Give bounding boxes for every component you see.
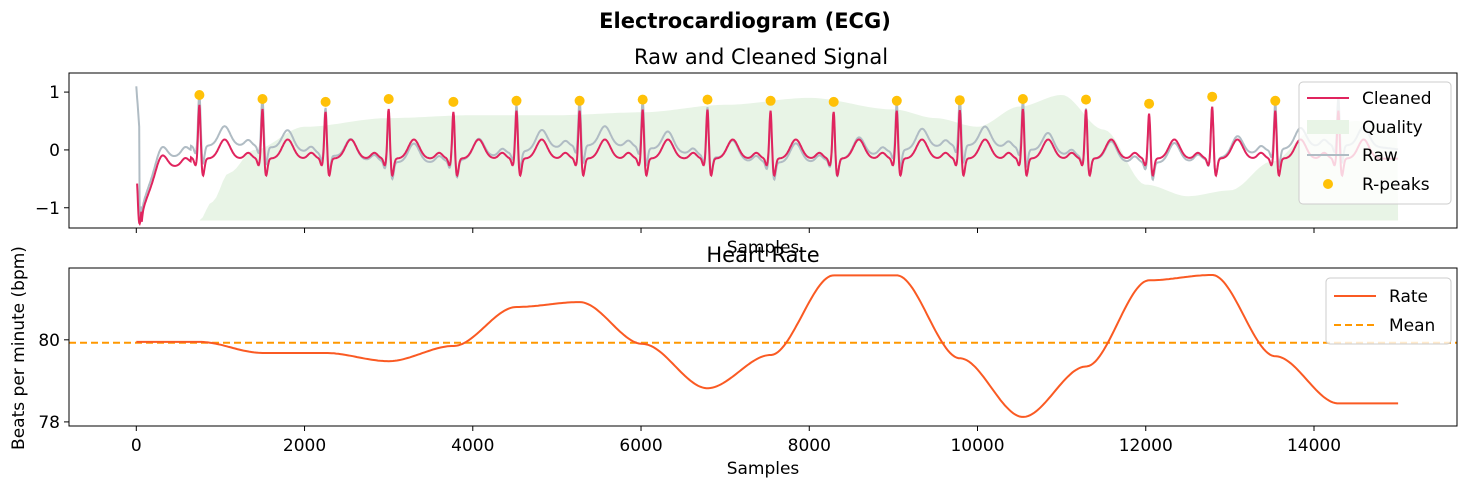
signal-ytick-label: −1 <box>35 199 60 219</box>
signal-xlabel: Samples <box>727 238 800 258</box>
rate-xtick-label: 12000 <box>1119 436 1173 456</box>
signal-panel-title: Raw and Cleaned Signal <box>634 45 888 69</box>
signal-panel: Raw and Cleaned Signal −1 0 1 Samples Clea… <box>35 45 1458 258</box>
legend-box <box>1298 81 1452 205</box>
signal-axes: −1 0 1 <box>35 72 1458 233</box>
rpeak-point <box>257 94 268 104</box>
signal-ytick-label: 1 <box>49 83 60 103</box>
rpeak-point <box>320 96 331 107</box>
legend-swatch-quality <box>1307 120 1349 134</box>
rate-ytick-label: 78 <box>38 413 60 433</box>
signal-legend-label: Quality <box>1362 118 1423 138</box>
rate-xtick-label: 0 <box>131 436 142 456</box>
legend-box <box>1325 277 1452 345</box>
rate-xtick-label: 4000 <box>451 436 494 456</box>
rate-line <box>136 274 1399 418</box>
cleaned-signal-path <box>136 104 1399 227</box>
cleaned-signal-line <box>136 104 1399 227</box>
figure-title: Electrocardiogram (ECG) <box>599 9 891 33</box>
rpeak-point <box>448 96 459 107</box>
rate-frame <box>68 267 1458 427</box>
rate-axes: 78 80 0 2000 4000 6000 8000 10000 12000 14000 <box>38 267 1458 456</box>
rate-xtick-label: 6000 <box>619 436 662 456</box>
rate-legend-label: Rate <box>1389 287 1428 307</box>
rpeak-point <box>1144 98 1155 109</box>
rate-xlabel: Samples <box>727 459 800 479</box>
rate-panel: Heart Rate 78 80 0 2000 4000 6000 8000 10000 120… <box>9 243 1458 479</box>
rate-xtick-label: 2000 <box>283 436 326 456</box>
rpeak-point <box>1270 95 1281 106</box>
rpeak-point <box>1207 91 1218 102</box>
signal-ytick-label: 0 <box>49 141 60 161</box>
rpeak-point <box>828 96 839 107</box>
quality-area-fill <box>199 95 1399 221</box>
rpeak-point <box>574 95 585 106</box>
rate-legend-label: Mean <box>1389 316 1435 336</box>
signal-legend-label: R-peaks <box>1362 175 1430 195</box>
legend-swatch-rpeaks <box>1323 179 1333 189</box>
signal-legend-label: Cleaned <box>1362 89 1432 109</box>
signal-legend: Cleaned Quality Raw R-peaks <box>1298 81 1452 205</box>
rate-xtick-label: 14000 <box>1287 436 1341 456</box>
rate-panel-title: Heart Rate <box>706 243 819 267</box>
rpeak-point <box>637 94 648 105</box>
rpeak-point <box>383 94 394 104</box>
rate-ytick-label: 80 <box>38 331 60 351</box>
rate-path <box>136 274 1399 418</box>
rpeak-point <box>954 95 965 106</box>
rpeak-point <box>1017 94 1028 104</box>
rpeak-point <box>194 90 205 100</box>
rpeak-point <box>891 95 902 106</box>
rpeak-point <box>765 95 776 106</box>
signal-frame <box>68 72 1458 229</box>
rpeak-markers <box>194 90 1281 109</box>
rpeak-point <box>702 94 713 105</box>
quality-area <box>199 95 1399 221</box>
rate-xtick-label: 8000 <box>788 436 831 456</box>
rpeak-point <box>1081 94 1091 105</box>
rate-ylabel: Beats per minute (bpm) <box>9 246 29 450</box>
rate-xtick-label: 10000 <box>950 436 1004 456</box>
rpeak-point <box>511 95 522 106</box>
rate-legend: Rate Mean <box>1325 277 1452 345</box>
signal-legend-label: Raw <box>1362 146 1398 166</box>
